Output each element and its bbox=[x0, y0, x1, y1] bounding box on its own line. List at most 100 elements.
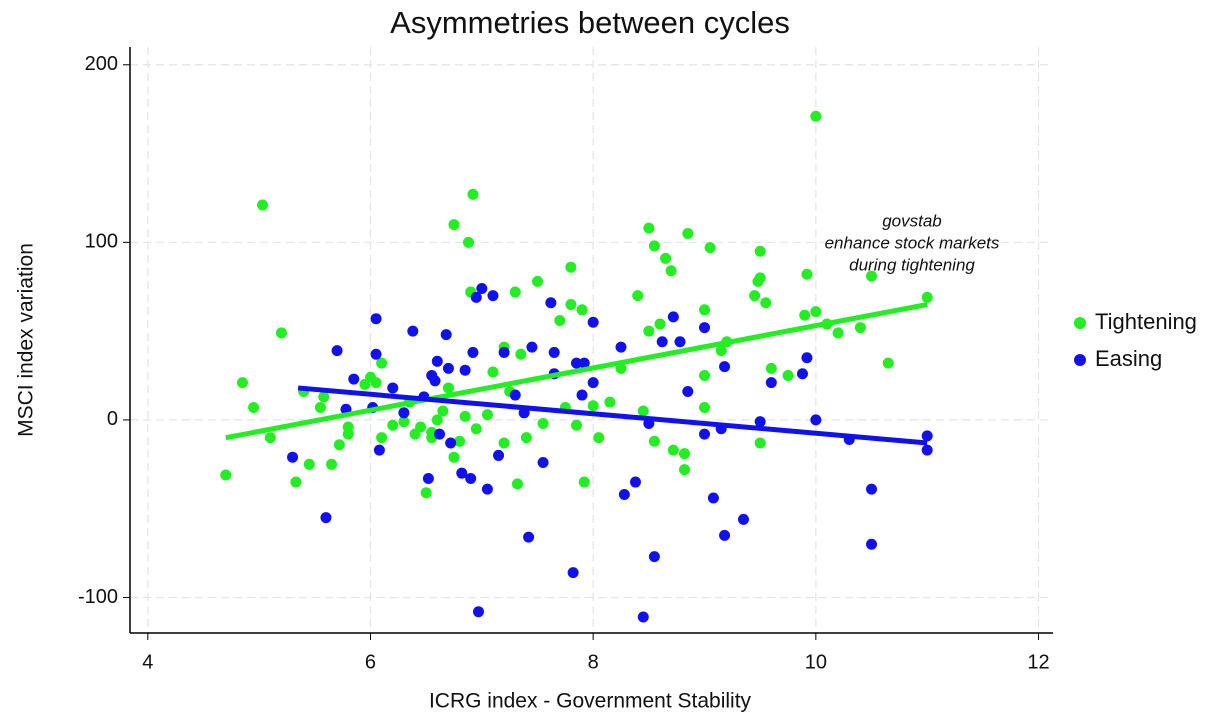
y-tick-label: -100 bbox=[78, 586, 118, 608]
scatter-point bbox=[420, 487, 432, 499]
scatter-point bbox=[431, 355, 443, 367]
scatter-point bbox=[454, 435, 466, 447]
fit-line bbox=[297, 385, 928, 446]
x-axis-label: ICRG index - Government Stability bbox=[429, 690, 752, 713]
scatter-point bbox=[429, 375, 441, 387]
scatter-point bbox=[376, 357, 388, 369]
scatter-point bbox=[810, 414, 822, 426]
scatter-point bbox=[290, 476, 302, 488]
x-tick-label: 6 bbox=[365, 651, 376, 673]
scatter-point bbox=[520, 432, 532, 444]
scatter-point bbox=[445, 437, 457, 449]
scatter-point bbox=[220, 469, 232, 481]
scatter-point bbox=[654, 318, 666, 330]
scatter-point bbox=[387, 419, 399, 431]
scatter-point bbox=[493, 449, 505, 461]
scatter-point bbox=[699, 370, 711, 382]
scatter-point bbox=[637, 611, 649, 623]
scatter-point bbox=[637, 405, 649, 417]
scatter-point bbox=[754, 416, 766, 428]
scatter-point bbox=[370, 313, 382, 325]
scatter-point bbox=[431, 414, 443, 426]
scatter-point bbox=[648, 551, 660, 563]
scatter-point bbox=[719, 361, 731, 373]
legend-marker bbox=[1074, 354, 1086, 366]
scatter-point bbox=[537, 457, 549, 469]
scatter-point bbox=[754, 272, 766, 284]
scatter-point bbox=[348, 373, 360, 385]
scatter-point bbox=[699, 401, 711, 413]
scatter-point bbox=[866, 483, 878, 495]
scatter-point bbox=[248, 401, 260, 413]
scatter-point bbox=[314, 401, 326, 413]
scatter-point bbox=[921, 291, 933, 303]
scatter-point bbox=[699, 428, 711, 440]
fit-line bbox=[225, 302, 928, 441]
scatter-point bbox=[615, 341, 627, 353]
scatter-point bbox=[387, 382, 399, 394]
scatter-point bbox=[593, 432, 605, 444]
scatter-point bbox=[678, 448, 690, 460]
scatter-point bbox=[264, 432, 276, 444]
scatter-point bbox=[854, 322, 866, 334]
scatter-point bbox=[570, 419, 582, 431]
scatter-point bbox=[287, 451, 299, 463]
scatter-point bbox=[467, 188, 479, 200]
scatter-point bbox=[715, 345, 727, 357]
x-tick-label: 10 bbox=[805, 651, 827, 673]
scatter-point bbox=[256, 199, 268, 211]
scatter-point bbox=[565, 298, 577, 310]
scatter-point bbox=[437, 405, 449, 417]
scatter-point bbox=[629, 476, 641, 488]
scatter-point bbox=[667, 444, 679, 456]
scatter-point bbox=[440, 329, 452, 341]
scatter-point bbox=[760, 297, 772, 309]
scatter-point bbox=[465, 473, 477, 485]
scatter-point bbox=[801, 268, 813, 280]
scatter-point bbox=[481, 409, 493, 421]
scatter-point bbox=[442, 362, 454, 374]
scatter-point bbox=[470, 291, 482, 303]
scatter-point bbox=[665, 265, 677, 277]
scatter-point bbox=[699, 304, 711, 316]
scatter-point bbox=[509, 286, 521, 298]
scatter-point bbox=[682, 227, 694, 239]
scatter-point bbox=[667, 311, 679, 323]
scatter-point bbox=[587, 377, 599, 389]
scatter-point bbox=[415, 421, 427, 433]
scatter-point bbox=[456, 467, 468, 479]
x-tick-label: 4 bbox=[142, 651, 153, 673]
scatter-point bbox=[576, 389, 588, 401]
scatter-point bbox=[398, 416, 410, 428]
scatter-point bbox=[567, 567, 579, 579]
chart-title: Asymmetries between cycles bbox=[390, 5, 790, 40]
scatter-point bbox=[648, 240, 660, 252]
scatter-point bbox=[331, 345, 343, 357]
y-tick-label: 0 bbox=[107, 408, 118, 430]
scatter-point bbox=[796, 368, 808, 380]
scatter-point bbox=[459, 364, 471, 376]
scatter-point bbox=[554, 314, 566, 326]
scatter-point bbox=[754, 245, 766, 257]
scatter-point bbox=[782, 370, 794, 382]
scatter-point bbox=[303, 458, 315, 470]
legend-label: Easing bbox=[1095, 346, 1162, 371]
scatter-point bbox=[587, 400, 599, 412]
scatter-point bbox=[398, 407, 410, 419]
scatter-point bbox=[448, 451, 460, 463]
scatter-point bbox=[810, 110, 822, 122]
scatter-point bbox=[236, 377, 248, 389]
scatter-point bbox=[376, 432, 388, 444]
scatter-point bbox=[459, 410, 471, 422]
legend-marker bbox=[1074, 317, 1086, 329]
scatter-point bbox=[699, 322, 711, 334]
y-tick-label: 100 bbox=[85, 231, 118, 253]
scatter-point bbox=[656, 336, 668, 348]
scatter-point bbox=[678, 464, 690, 476]
scatter-point bbox=[632, 290, 644, 302]
scatter-point bbox=[660, 252, 672, 264]
scatter-point bbox=[832, 327, 844, 339]
scatter-point bbox=[765, 377, 777, 389]
y-tick-label: 200 bbox=[85, 53, 118, 75]
scatter-point bbox=[866, 538, 878, 550]
